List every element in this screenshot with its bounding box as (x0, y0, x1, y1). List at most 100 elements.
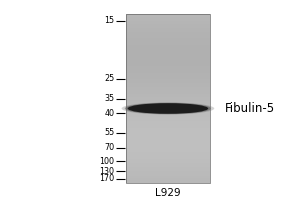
Bar (126, 119, 210, 121)
Bar (126, 95, 210, 97)
Bar (126, 66, 210, 67)
Text: 100: 100 (99, 157, 114, 166)
Bar (126, 53, 210, 55)
Bar (126, 15, 210, 17)
Bar (126, 98, 210, 100)
Bar (126, 59, 210, 60)
Bar (126, 153, 210, 155)
Bar (126, 71, 210, 73)
Bar (126, 123, 210, 125)
Bar (126, 45, 210, 46)
Bar (126, 137, 210, 139)
Bar (126, 164, 210, 166)
Bar (126, 115, 210, 117)
Bar (126, 158, 210, 160)
Bar (126, 24, 210, 25)
Bar (126, 136, 210, 138)
Bar (126, 54, 210, 56)
Bar (126, 87, 210, 89)
Bar (126, 168, 210, 170)
Bar (126, 38, 210, 39)
Bar (126, 179, 210, 181)
Bar (126, 42, 210, 44)
Bar (126, 94, 210, 96)
Ellipse shape (122, 102, 214, 115)
Bar (126, 112, 210, 114)
Bar (126, 177, 210, 178)
Bar (126, 109, 210, 111)
Bar (126, 84, 210, 86)
Bar (126, 85, 210, 87)
Bar (126, 181, 210, 183)
Bar (126, 28, 210, 30)
Bar (126, 163, 210, 164)
Bar (126, 172, 210, 174)
Bar (126, 125, 210, 126)
Bar (126, 60, 210, 62)
Bar (126, 78, 210, 80)
Text: 55: 55 (104, 128, 114, 137)
Bar (126, 56, 210, 58)
Bar (126, 105, 210, 107)
Bar (126, 35, 210, 37)
Text: 35: 35 (104, 94, 114, 103)
Text: 15: 15 (104, 16, 114, 25)
Bar (126, 116, 210, 118)
Text: 25: 25 (104, 74, 114, 83)
Text: L929: L929 (155, 188, 181, 198)
Bar (126, 170, 210, 171)
Bar (126, 161, 210, 163)
Bar (126, 14, 210, 183)
Bar (126, 39, 210, 41)
Bar (126, 14, 210, 16)
Bar (126, 90, 210, 91)
Bar (126, 92, 210, 94)
Text: 130: 130 (99, 167, 114, 176)
Bar (126, 64, 210, 66)
Bar (126, 83, 210, 84)
Bar (126, 174, 210, 176)
Bar (126, 118, 210, 119)
Bar (126, 29, 210, 31)
Text: Fibulin-5: Fibulin-5 (225, 102, 275, 115)
Text: 40: 40 (104, 109, 114, 118)
Bar (126, 134, 210, 136)
Bar (126, 108, 210, 110)
Ellipse shape (125, 103, 211, 114)
Bar (126, 43, 210, 45)
Bar (126, 69, 210, 70)
Bar (126, 122, 210, 124)
Bar (126, 167, 210, 169)
Bar (126, 141, 210, 143)
Bar (126, 171, 210, 173)
Bar (126, 57, 210, 59)
Bar (126, 147, 210, 149)
Bar (126, 150, 210, 152)
Bar (126, 47, 210, 49)
Bar (126, 73, 210, 75)
Bar (126, 149, 210, 150)
Bar (126, 151, 210, 153)
Bar (126, 120, 210, 122)
Bar (126, 19, 210, 21)
Bar (126, 74, 210, 76)
Bar (126, 102, 210, 104)
Bar (126, 175, 210, 177)
Bar (126, 106, 210, 108)
Bar (126, 101, 210, 103)
Bar (126, 157, 210, 159)
Bar (126, 26, 210, 28)
Bar (126, 25, 210, 27)
Bar (126, 50, 210, 52)
Bar (126, 21, 210, 23)
Bar (126, 18, 210, 20)
Bar (126, 113, 210, 115)
Bar (126, 63, 210, 65)
Bar (126, 130, 210, 132)
Bar (126, 67, 210, 69)
Bar (126, 146, 210, 147)
Bar (126, 126, 210, 128)
Bar (126, 156, 210, 157)
Bar (126, 178, 210, 180)
Bar (126, 160, 210, 162)
